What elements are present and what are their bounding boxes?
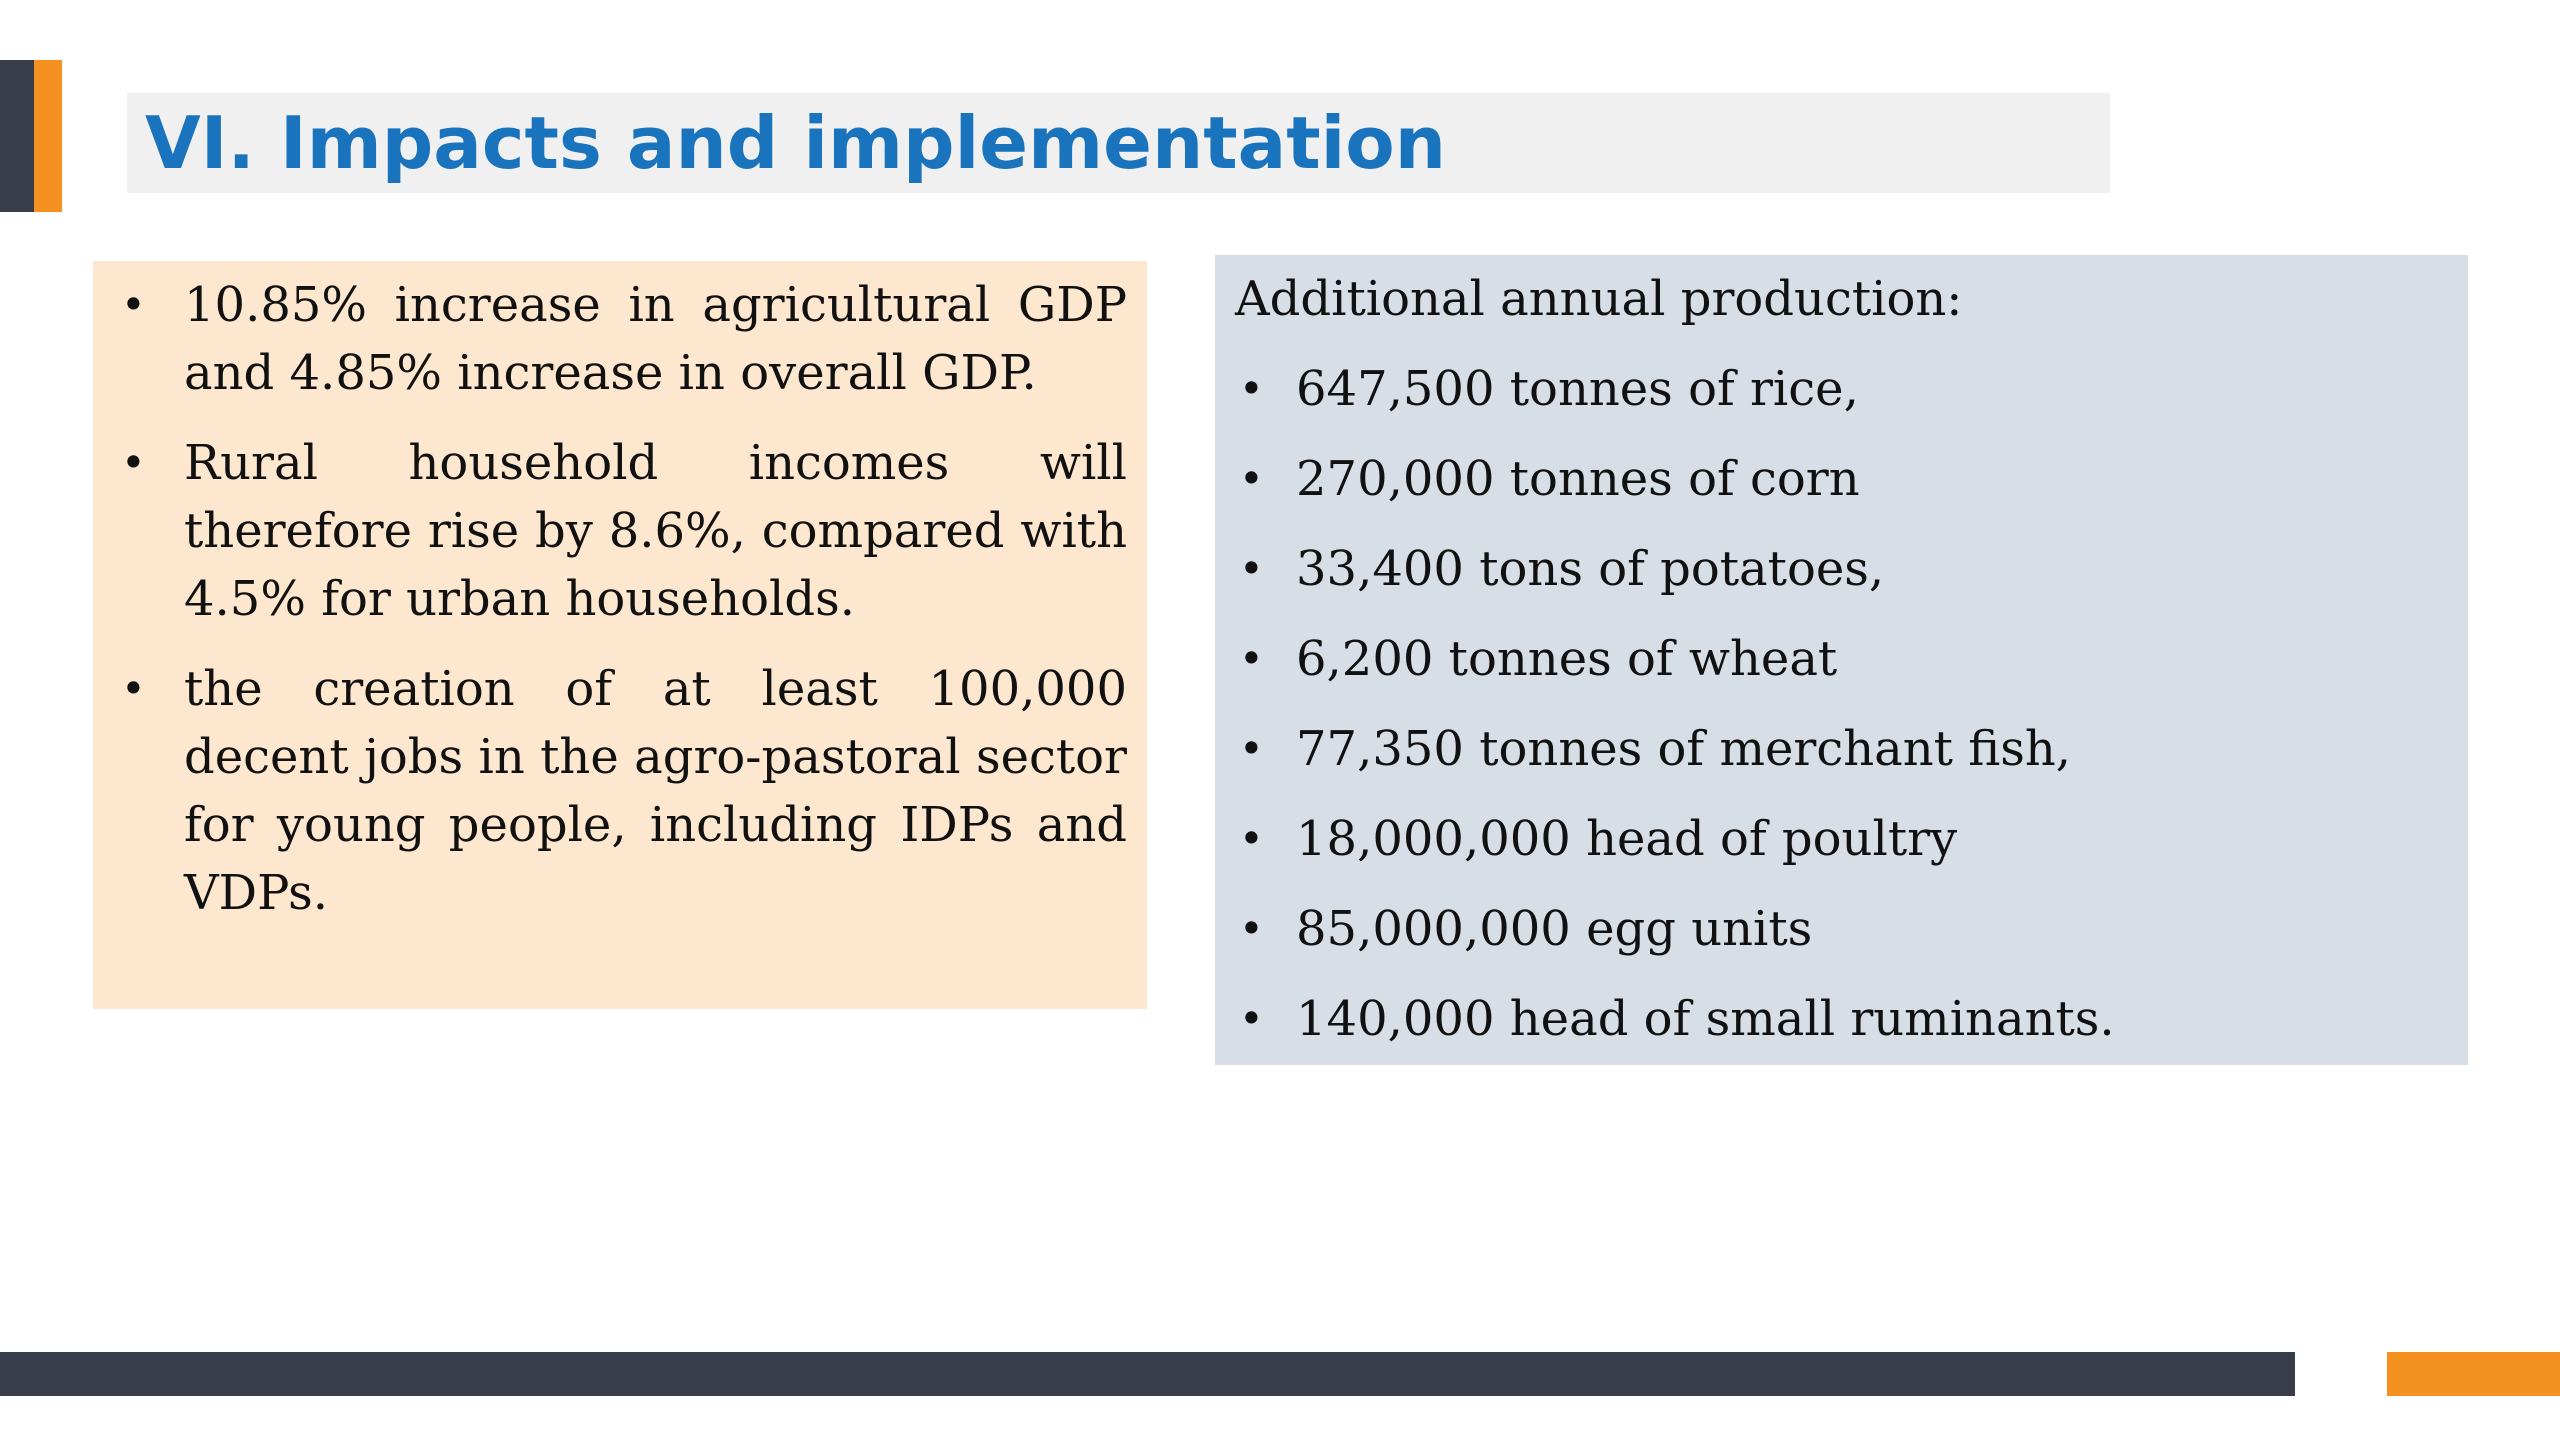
top-left-orange-accent: [34, 60, 62, 212]
slide-title: VI. Impacts and implementation: [145, 101, 1447, 185]
list-item: • 270,000 tonnes of corn: [1235, 445, 2448, 513]
impacts-panel: • 10.85% increase in agricultural GDP an…: [93, 261, 1147, 1009]
list-item-text: 33,400 tons of potatoes,: [1296, 541, 1885, 597]
bullet-icon: •: [1239, 904, 1264, 953]
list-item-text: 140,000 head of small ruminants.: [1296, 991, 2115, 1047]
bullet-icon: •: [121, 438, 146, 487]
bullet-icon: •: [1239, 364, 1264, 413]
list-item-text: the creation of at least 100,000 decent …: [184, 661, 1127, 921]
list-item: • 140,000 head of small ruminants.: [1235, 985, 2448, 1053]
list-item: • 18,000,000 head of poultry: [1235, 805, 2448, 873]
bullet-icon: •: [1239, 544, 1264, 593]
bullet-icon: •: [1239, 994, 1264, 1043]
list-item: • Rural household incomes will therefore…: [113, 429, 1127, 633]
bullet-icon: •: [121, 280, 146, 329]
bullet-icon: •: [1239, 634, 1264, 683]
list-item: • 85,000,000 egg units: [1235, 895, 2448, 963]
list-item-text: 6,200 tonnes of wheat: [1296, 631, 1838, 687]
list-item: • 10.85% increase in agricultural GDP an…: [113, 271, 1127, 407]
list-item-text: 18,000,000 head of poultry: [1296, 811, 1958, 867]
list-item-text: Rural household incomes will therefore r…: [184, 435, 1127, 627]
production-panel: Additional annual production: • 647,500 …: [1215, 255, 2468, 1065]
list-item-text: 10.85% increase in agricultural GDP and …: [184, 277, 1127, 401]
list-item: • the creation of at least 100,000 decen…: [113, 655, 1127, 927]
bullet-icon: •: [1239, 454, 1264, 503]
list-item: • 33,400 tons of potatoes,: [1235, 535, 2448, 603]
top-left-dark-accent: [0, 60, 34, 212]
list-item-text: 270,000 tonnes of corn: [1296, 451, 1860, 507]
list-item-text: 85,000,000 egg units: [1296, 901, 1813, 957]
list-item-text: 77,350 tonnes of merchant fish,: [1296, 721, 2072, 777]
list-item: • 6,200 tonnes of wheat: [1235, 625, 2448, 693]
list-item-text: 647,500 tonnes of rice,: [1296, 361, 1859, 417]
bullet-icon: •: [1239, 724, 1264, 773]
list-item: • 77,350 tonnes of merchant fish,: [1235, 715, 2448, 783]
bullet-icon: •: [121, 664, 146, 713]
bullet-icon: •: [1239, 814, 1264, 863]
footer-dark-bar: [0, 1352, 2295, 1396]
footer-orange-accent: [2387, 1352, 2560, 1396]
list-item: • 647,500 tonnes of rice,: [1235, 355, 2448, 423]
production-list: • 647,500 tonnes of rice, • 270,000 tonn…: [1235, 355, 2448, 1053]
title-band: VI. Impacts and implementation: [127, 93, 2110, 193]
impacts-list: • 10.85% increase in agricultural GDP an…: [113, 271, 1127, 927]
production-heading: Additional annual production:: [1235, 271, 1963, 327]
